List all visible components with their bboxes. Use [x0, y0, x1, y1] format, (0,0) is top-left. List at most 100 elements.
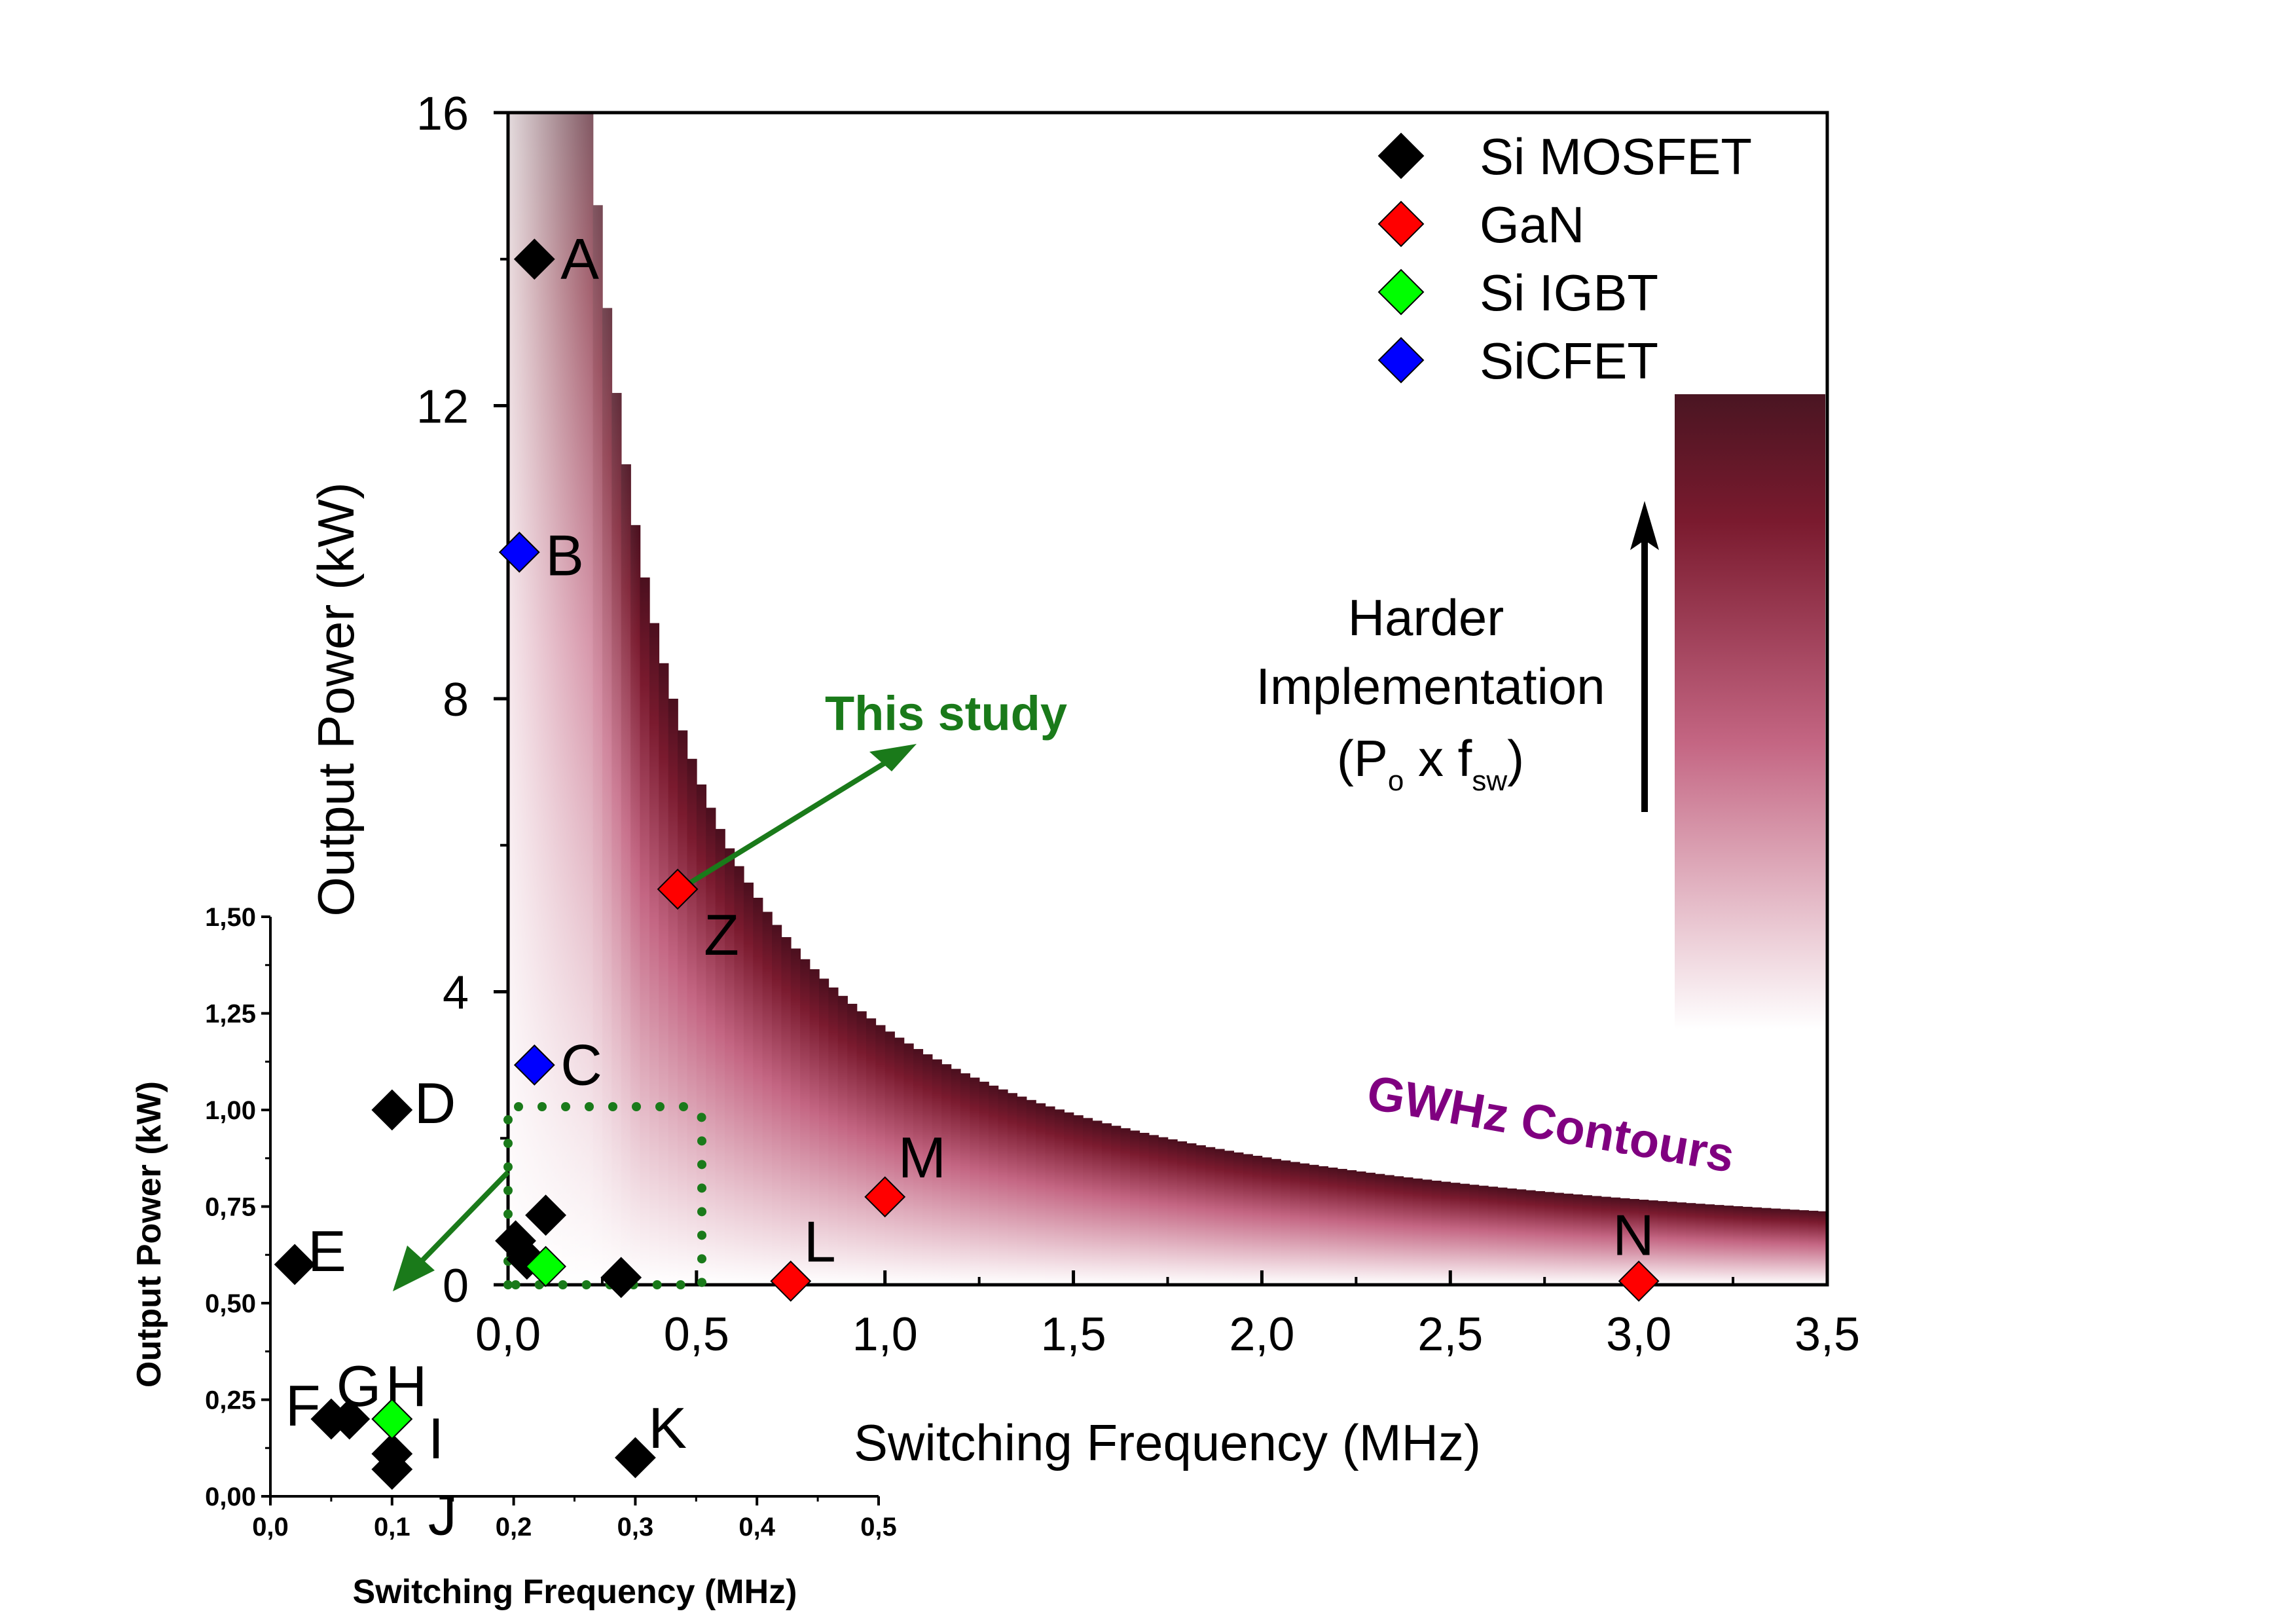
contour-strip [1431, 1180, 1442, 1285]
contour-strip [1601, 1196, 1611, 1285]
harder-arrow-head-icon [1630, 501, 1659, 550]
inset-data-point [274, 1244, 316, 1285]
contour-strip [1309, 1164, 1319, 1285]
contour-strip [979, 1081, 989, 1285]
zoom-dotted-box [503, 1102, 706, 1289]
contour-strip [1450, 1183, 1461, 1285]
contour-strip [884, 1031, 895, 1285]
contour-strip [1695, 1204, 1705, 1285]
inset-y-tick-label: 1,50 [205, 903, 256, 932]
contour-strip [1403, 1177, 1413, 1285]
contour-strip [1422, 1179, 1432, 1285]
contour-strip [1742, 1206, 1753, 1285]
contour-strip [1214, 1149, 1225, 1285]
inset-x-tick-label: 0,1 [374, 1513, 410, 1541]
contour-strip [1233, 1152, 1244, 1285]
contour-strip [1780, 1209, 1791, 1285]
contour-strip [1148, 1135, 1159, 1285]
contour-strip [1384, 1175, 1394, 1285]
main-data-points: A Z ML N B C [495, 227, 1660, 1302]
contour-strip [1676, 1202, 1686, 1285]
inset-data-point [371, 1449, 413, 1490]
contour-strip [1459, 1183, 1470, 1285]
contour-strip [941, 1064, 952, 1285]
point-label: L [804, 1209, 836, 1274]
data-point [513, 1044, 555, 1086]
contour-strip [1704, 1204, 1715, 1285]
contour-strip [913, 1048, 924, 1285]
contour-strip [640, 577, 650, 1285]
contour-strip [696, 784, 707, 1285]
contour-strip [1516, 1189, 1527, 1285]
contour-strip [1667, 1202, 1677, 1285]
contour-strip [1469, 1185, 1480, 1285]
contour-strip [1300, 1163, 1310, 1285]
contour-strip [725, 848, 735, 1285]
contour-strip [1610, 1197, 1621, 1285]
contour-strip [875, 1025, 886, 1285]
contour-strip [1129, 1130, 1140, 1285]
contour-strip [1412, 1178, 1423, 1285]
contour-strip [1554, 1192, 1564, 1285]
zoom-region [393, 1102, 706, 1291]
data-point [513, 238, 555, 280]
contour-strip [1648, 1200, 1658, 1285]
contour-strip [922, 1054, 933, 1285]
legend-label: SiCFET [1480, 332, 1658, 390]
x-tick-label: 0,0 [475, 1308, 541, 1361]
contour-strip [1045, 1106, 1055, 1285]
contour-strip [989, 1085, 999, 1285]
contour-strip [1281, 1160, 1291, 1285]
contour-strip [1271, 1158, 1282, 1285]
contour-strip [1723, 1206, 1734, 1285]
contour-strip [1167, 1139, 1178, 1285]
contour-strip [903, 1043, 914, 1285]
legend-marker [1377, 200, 1425, 248]
inset-y-tick-label: 0,25 [205, 1386, 256, 1415]
gwhz-contour-band [508, 113, 1827, 1285]
contour-strip [1356, 1171, 1366, 1285]
contour-strip [1120, 1128, 1131, 1285]
contour-strip [1007, 1093, 1018, 1285]
contour-strip [818, 978, 829, 1285]
inset-y-tick-label: 1,25 [205, 1000, 256, 1029]
legend-label: GaN [1480, 196, 1584, 253]
this-study-annotation: This study [678, 686, 1067, 892]
contour-strip [1497, 1187, 1508, 1285]
inset-axes: 0,0 0,1 0,2 0,3 0,4 0,50,000,250,500,751,001,… [205, 903, 897, 1541]
contour-strip [1176, 1141, 1188, 1285]
x-tick-label: 3,5 [1795, 1308, 1860, 1361]
harder-gradient-bar [1675, 394, 1825, 1029]
contour-strip [1733, 1206, 1743, 1285]
contour-strip [1365, 1172, 1376, 1285]
inset-y-tick-label: 0,00 [205, 1483, 256, 1511]
point-label: Z [704, 902, 739, 967]
contour-strip [1817, 1211, 1827, 1285]
contour-strip [1346, 1170, 1357, 1285]
contour-strip [762, 912, 773, 1285]
contour-strip [1582, 1195, 1592, 1285]
contour-strip [1073, 1115, 1084, 1285]
contour-strip [781, 937, 792, 1285]
contour-strip [790, 948, 801, 1285]
x-tick-label: 1,0 [852, 1308, 918, 1361]
contour-strip [1761, 1208, 1772, 1285]
gwhz-contours-label: GWHz Contours [1363, 1065, 1738, 1183]
inset-y-tick-label: 0,75 [205, 1193, 256, 1222]
harder-label-line2: Implementation [1256, 657, 1605, 715]
main-plot: 0,0 0,5 1,0 1,5 2,0 2,5 3,0 3,5 0 4 8 12 16 Switchin… [307, 88, 1860, 1471]
contour-strip [1525, 1190, 1536, 1285]
contour-strip [715, 828, 725, 1285]
contour-strip [734, 866, 744, 1285]
y-tick-label: 16 [416, 88, 469, 140]
contour-strip [706, 807, 716, 1285]
contour-strip [1478, 1185, 1489, 1285]
inset-point-label: F [285, 1373, 321, 1438]
contour-strip [1195, 1145, 1206, 1285]
contour-strip [1573, 1194, 1583, 1285]
contour-strip [1808, 1210, 1819, 1285]
contour-strip [1544, 1192, 1555, 1285]
inset-data-point [614, 1437, 656, 1479]
inset-x-tick-label: 0,2 [496, 1513, 532, 1541]
